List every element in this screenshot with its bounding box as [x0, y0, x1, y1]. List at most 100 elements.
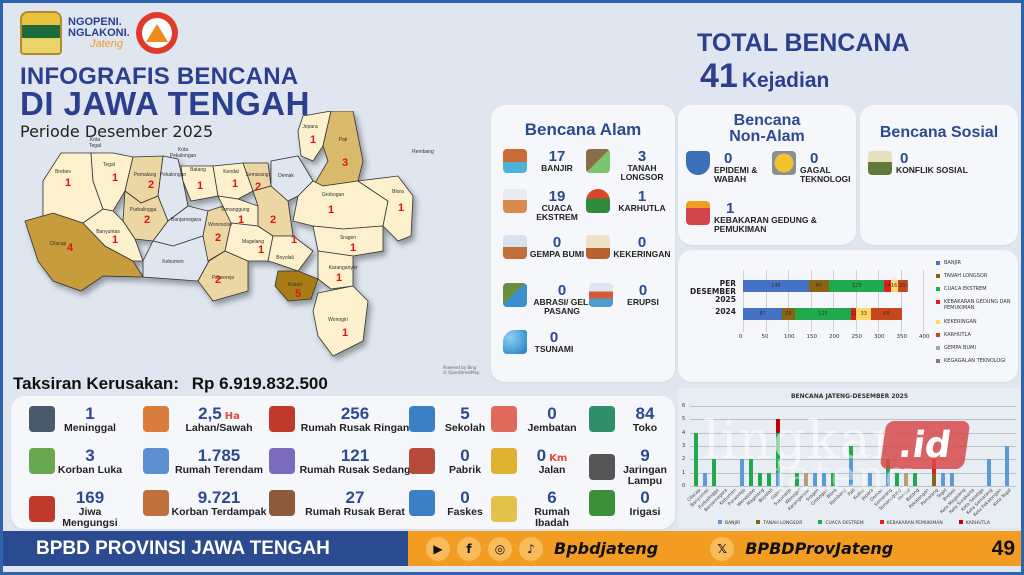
- damage-stat-rumah-ibadah: 6 Rumah Ibadah: [491, 488, 587, 529]
- stat-label: Rumah Ibadah: [534, 506, 570, 529]
- stat-value: 1: [637, 188, 647, 205]
- stat-kebakaran: 1 KEBAKARAN GEDUNG & PEMUKIMAN: [686, 201, 824, 234]
- tiktok-icon[interactable]: ♪: [519, 536, 543, 561]
- total-unit: Kejadian: [741, 69, 830, 92]
- stat-value: 0: [547, 404, 557, 423]
- footer-bar: BPBD PROVINSI JAWA TENGAH ▶ f ◎ ♪ Bpbdja…: [3, 531, 1021, 566]
- bar-segment: 33: [856, 308, 872, 320]
- svg-text:Purbalingga: Purbalingga: [130, 207, 157, 213]
- stat-value: 0: [552, 234, 562, 251]
- damage-stat-jembatan: 0 Jembatan: [491, 404, 587, 434]
- period-label: Periode Desember 2025: [20, 122, 214, 141]
- x-tick: 350: [896, 334, 908, 340]
- bar-segment: [849, 459, 854, 486]
- card-title: Bencana Non-Alam: [678, 113, 856, 145]
- stat-value: 0: [549, 329, 559, 346]
- infographic-page: NGOPENI. NGLAKONI. Jateng INFOGRAFIS BEN…: [3, 3, 1021, 572]
- grid-line: [690, 419, 1016, 421]
- legend-item: TANAH LONGSOR: [756, 520, 802, 526]
- damage-stat-jalan: 0 Km Jalan: [491, 446, 587, 476]
- district-bar: [767, 406, 772, 486]
- bar-segment: [822, 472, 826, 486]
- svg-text:Wonosobo: Wonosobo: [208, 222, 232, 228]
- stat-label: Rumah Rusak Ringan: [300, 422, 410, 434]
- legend-label: KEBAKARAN PEMUKIMAN: [886, 521, 943, 526]
- district-wonogiri: [312, 285, 369, 357]
- svg-text:Pekalongan: Pekalongan: [170, 153, 197, 159]
- svg-text:Magelang: Magelang: [242, 239, 264, 245]
- district-bar: [831, 406, 836, 486]
- svg-text:1: 1: [336, 272, 342, 284]
- bar-segment: 16: [890, 280, 898, 292]
- bar-segment: [776, 432, 781, 473]
- stat-label: Meninggal: [64, 422, 116, 434]
- social-handle-1[interactable]: Bpbdjateng: [554, 539, 659, 558]
- youtube-icon[interactable]: ▶: [426, 536, 450, 561]
- svg-text:Grobogan: Grobogan: [322, 192, 344, 198]
- svg-text:1: 1: [398, 202, 404, 214]
- stat-value: 5: [460, 404, 470, 423]
- abrasion-icon: [503, 283, 527, 307]
- damage-stat-meninggal: 1 Meninggal: [29, 404, 125, 434]
- damage-stat-korban-luka: 3 Korban Luka: [29, 446, 125, 476]
- district-bar: [776, 406, 781, 486]
- instagram-icon[interactable]: ◎: [488, 536, 512, 561]
- card-title: Bencana Sosial: [879, 124, 999, 141]
- grid-line: [878, 270, 879, 332]
- bar-segment: [886, 472, 890, 486]
- bar-segment: 68: [871, 308, 902, 320]
- row-label: PER DESEMBER 2025: [690, 279, 736, 304]
- building-fire-icon: [686, 201, 710, 225]
- drought-icon: [586, 235, 610, 259]
- svg-text:Tegal: Tegal: [103, 162, 115, 168]
- x-icon[interactable]: 𝕏: [710, 536, 735, 561]
- damage-card: 1 Meninggal 3 Korban Luka 169 Jiwa Mengungsi 2…: [11, 396, 675, 529]
- svg-text:Brebes: Brebes: [55, 169, 71, 175]
- stat-abrasi: 0 ABRASI/ GEL. PASANG: [503, 283, 595, 316]
- stat-value: 0: [460, 488, 470, 507]
- svg-text:Banyumas: Banyumas: [96, 229, 120, 235]
- stat-unit: Km: [549, 453, 568, 464]
- facebook-icon[interactable]: f: [457, 536, 481, 561]
- stat-label: ERUPSI: [627, 297, 659, 307]
- damage-estimate-label: Taksiran Kerusakan:: [13, 374, 179, 393]
- grid-line: [833, 270, 834, 332]
- stat-value: 1: [726, 200, 735, 217]
- district-tegal: [90, 152, 134, 212]
- footer-social: ▶ f ◎ ♪ Bpbdjateng 𝕏 BPBDProvJateng 49: [408, 531, 1021, 566]
- x-tick: 200: [829, 334, 840, 340]
- social-handle-2[interactable]: BPBDProvJateng: [745, 539, 894, 558]
- bar-segment: [776, 472, 781, 486]
- stat-label: GEMPA BUMI: [529, 249, 585, 259]
- bar-segment: 87: [743, 308, 783, 320]
- stat-value: 9.721: [197, 488, 241, 507]
- virus-shield-icon: [686, 151, 710, 175]
- bar-segment: [867, 472, 872, 486]
- damage-stat-faskes: 0 Faskes: [409, 488, 495, 518]
- bnpb-logo-icon: [135, 12, 178, 54]
- legend-item: KARHUTLA: [936, 332, 1018, 345]
- legend-label: KEGAGALAN TEKNOLOGI: [944, 358, 1006, 364]
- volcano-icon: [589, 283, 613, 307]
- legend-label: TANAH LONGSOR: [763, 521, 803, 526]
- stat-tsunami: 0 TSUNAMI: [503, 330, 579, 354]
- bar-segment: [1004, 446, 1009, 486]
- damage-estimate: Taksiran Kerusakan: Rp 6.919.832.500: [13, 374, 328, 394]
- bar-segment: 28: [782, 308, 795, 320]
- district-bar: [913, 406, 918, 486]
- legend-item: CUACA EKSTREM: [936, 286, 1018, 299]
- svg-text:1: 1: [258, 244, 264, 256]
- stat-label: KEKERINGAN: [613, 249, 671, 259]
- legend-label: GEMPA BUMI: [944, 345, 976, 351]
- damage-stat-rumah-rusak-sedang: 121 Rumah Rusak Sedang: [269, 446, 415, 476]
- stat-label: TSUNAMI: [534, 344, 574, 354]
- card-title: Bencana Alam: [524, 120, 642, 139]
- legend-label: KEKERINGAN: [944, 319, 977, 325]
- stat-value: 3: [637, 148, 647, 165]
- district-bar: [895, 406, 900, 486]
- damage-stat-lahan-sawah: 2,5 Ha Lahan/Sawah: [143, 404, 269, 434]
- damage-icon: [589, 406, 615, 432]
- bar-segment: [986, 459, 991, 486]
- total-title: TOTAL BENCANA: [697, 29, 910, 57]
- damage-stat-rumah-terendam: 1.785 Rumah Terendam: [143, 446, 269, 476]
